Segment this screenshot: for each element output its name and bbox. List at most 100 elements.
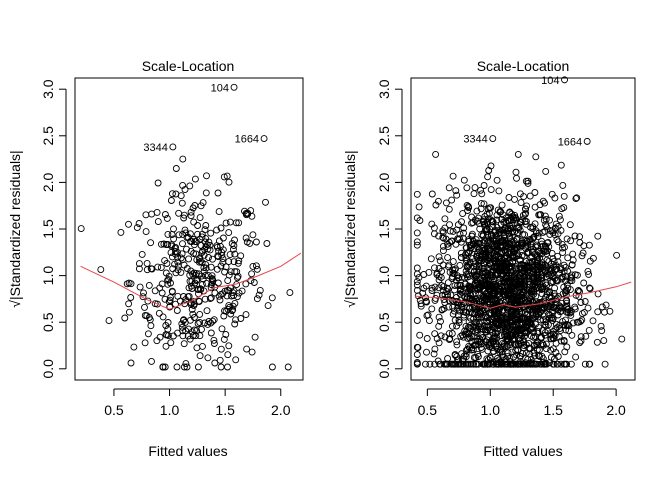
data-point: [223, 172, 231, 180]
data-point: [469, 237, 477, 245]
data-point: [168, 253, 176, 261]
data-point: [449, 227, 457, 235]
data-point: [455, 307, 463, 315]
data-point: [537, 334, 545, 342]
data-point: [453, 191, 461, 199]
data-point: [538, 360, 546, 368]
data-point: [153, 300, 161, 308]
x-axis-label: Fitted values: [483, 443, 562, 459]
data-point: [127, 359, 135, 367]
data-point: [522, 209, 530, 217]
data-point: [522, 329, 530, 337]
outlier-point: [561, 76, 568, 84]
data-point: [178, 323, 186, 331]
data-point: [573, 194, 581, 202]
data-point: [164, 276, 172, 284]
data-point: [499, 226, 507, 234]
data-point: [541, 321, 549, 329]
x-tick-label: 1.0: [160, 402, 180, 418]
data-point: [555, 302, 563, 310]
scatter-points: [77, 83, 294, 371]
data-point: [187, 212, 195, 220]
data-point: [473, 242, 481, 250]
data-point: [143, 259, 151, 267]
data-point: [202, 260, 210, 268]
y-tick-label: 0.0: [40, 359, 56, 379]
data-point: [556, 269, 563, 277]
data-point: [219, 258, 227, 266]
data-point: [174, 253, 181, 261]
data-point: [237, 315, 245, 322]
data-point: [511, 228, 518, 236]
data-point: [554, 306, 562, 314]
data-point: [572, 195, 580, 203]
data-point: [513, 326, 521, 334]
data-point: [575, 318, 582, 326]
data-point: [452, 276, 460, 284]
data-point: [534, 327, 542, 335]
x-tick-label: 2.0: [606, 402, 626, 418]
data-point: [156, 333, 164, 341]
data-point: [142, 228, 150, 236]
data-point: [160, 240, 168, 248]
data-point: [431, 345, 439, 353]
data-point: [508, 221, 516, 229]
data-point: [230, 258, 238, 266]
data-point: [164, 280, 172, 288]
data-point: [471, 239, 479, 247]
data-point: [494, 206, 502, 214]
data-point: [473, 239, 481, 247]
data-point: [469, 219, 477, 227]
data-point: [529, 234, 537, 242]
data-point: [493, 329, 501, 337]
data-point: [489, 360, 497, 368]
data-point: [413, 358, 421, 366]
data-point: [601, 308, 608, 316]
data-point: [550, 360, 558, 368]
data-point: [226, 218, 234, 226]
data-point: [454, 236, 462, 244]
data-point: [480, 360, 488, 368]
data-point: [196, 352, 204, 360]
data-point: [196, 214, 204, 222]
data-point: [445, 303, 453, 311]
data-point: [177, 268, 185, 276]
data-point: [234, 259, 242, 267]
data-point: [242, 234, 250, 242]
data-point: [542, 345, 550, 353]
data-point: [507, 312, 515, 320]
data-point: [172, 243, 180, 251]
data-point: [522, 349, 530, 357]
data-point: [469, 360, 477, 368]
data-point: [219, 255, 227, 263]
data-point: [562, 316, 569, 324]
data-point: [172, 165, 180, 172]
data-point: [489, 329, 496, 336]
data-point: [449, 172, 457, 180]
data-point: [136, 283, 144, 291]
data-point: [554, 230, 562, 238]
data-point: [492, 283, 500, 290]
data-point: [496, 299, 504, 307]
data-point: [435, 339, 443, 347]
data-point: [546, 230, 554, 238]
data-point: [77, 225, 85, 233]
data-point: [567, 237, 575, 245]
data-point: [213, 265, 221, 273]
data-point: [431, 264, 438, 272]
data-point: [495, 226, 503, 234]
data-point: [462, 267, 470, 275]
data-point: [226, 251, 234, 259]
data-point: [507, 338, 515, 346]
data-point: [416, 217, 424, 224]
data-point: [556, 216, 564, 224]
data-point: [509, 241, 517, 249]
data-point: [178, 199, 186, 207]
data-point: [141, 303, 148, 311]
data-point: [513, 304, 521, 312]
data-point: [503, 296, 510, 304]
data-point: [231, 299, 239, 307]
data-point: [135, 220, 143, 227]
data-point: [444, 293, 452, 301]
data-point: [206, 241, 214, 249]
